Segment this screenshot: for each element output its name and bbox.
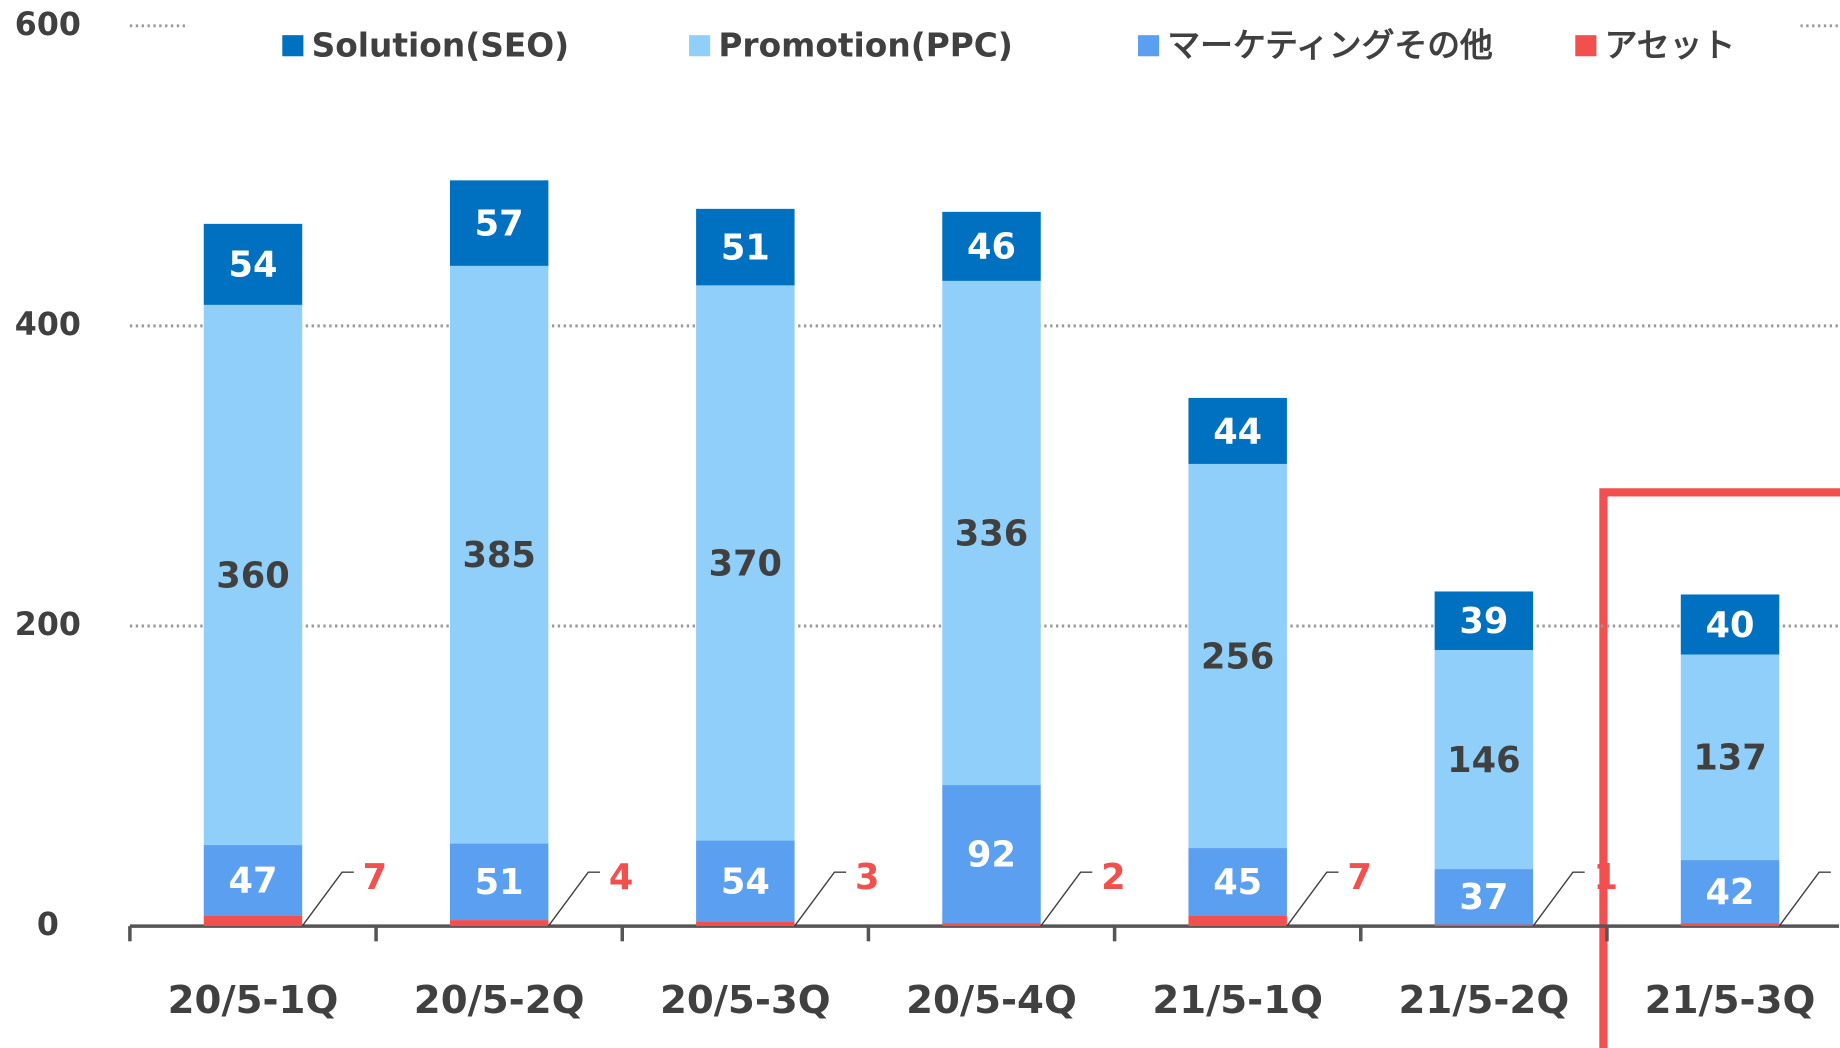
data-label: 3 [855,857,879,898]
bar-segment [449,180,549,266]
data-label: 40 [1706,605,1755,646]
bar-segment [1188,915,1287,927]
bar-segment [449,920,549,927]
legend-label: マーケティングその他 [1167,26,1493,64]
data-label: 7 [1347,857,1371,898]
x-tick-label: 20/5-2Q [414,978,585,1023]
data-label: 137 [1693,738,1766,779]
bar-segment [1434,591,1534,650]
x-tick-label: 20/5-3Q [660,978,831,1023]
bar-segment [1434,924,1534,927]
y-tick-label: 600 [15,7,81,43]
data-label: 385 [462,535,535,576]
leader-line [547,871,600,927]
legend-swatch [689,35,711,57]
bar-segment [942,785,1041,924]
bar-segment [1188,463,1287,849]
data-label: 46 [967,227,1016,268]
data-label: 256 [1201,636,1274,677]
bar-segment [942,211,1041,281]
bar-segment [1680,923,1780,927]
x-tick-label: 20/5-1Q [168,978,339,1023]
bar-segment [942,923,1041,927]
bar-segment [449,843,549,921]
data-label: 37 [1459,877,1508,918]
data-label: 1 [1594,857,1618,898]
data-label: 45 [1213,862,1262,903]
data-label: 92 [967,834,1016,875]
leader-line [1532,871,1585,927]
leader-line [1286,871,1339,927]
data-label: 54 [721,861,770,902]
legend-label: アセット [1605,26,1736,64]
data-label: 54 [229,245,278,286]
legend-swatch [282,35,304,57]
leader-line [1778,871,1831,927]
x-tick-label: 21/5-2Q [1399,978,1570,1023]
leader-line [794,871,847,927]
x-tick-label: 21/5-1Q [1152,978,1323,1023]
data-label: 7 [363,857,387,898]
data-label: 39 [1459,601,1508,642]
bar-segment [696,921,795,927]
data-label: 51 [721,227,770,268]
bar-segment [203,304,303,846]
data-label: 4 [609,857,633,898]
bar-segment [696,208,795,286]
bar-segment [1680,860,1780,924]
bar-segment [1188,848,1287,916]
legend-background [188,5,1801,88]
data-label: 44 [1213,411,1262,452]
legend-label: Solution(SEO) [312,26,570,64]
data-label: 2 [1101,857,1125,898]
data-label: 51 [475,862,524,903]
data-label: 146 [1447,740,1520,781]
data-label: 370 [709,543,782,584]
legend-swatch [1138,35,1160,57]
bar-segment [696,285,795,841]
bar-segment [1680,594,1780,655]
bar-segment [203,223,303,305]
highlight-box [1599,488,1840,1048]
data-label: 336 [955,513,1028,554]
legend-swatch [1575,35,1597,57]
data-label: 360 [216,555,289,596]
bar-segment [203,845,303,916]
y-tick-label: 400 [15,307,81,343]
bar-segment [1434,649,1534,870]
bar-segment [1434,869,1534,925]
y-tick-label: 0 [37,907,59,943]
data-label: 57 [475,203,524,244]
bar-segment [1680,654,1780,861]
bar-segment [203,915,303,927]
bar-segment [1188,397,1287,464]
bar-segment [696,840,795,922]
x-tick-label: 21/5-3Q [1645,978,1816,1023]
bar-segment [942,280,1041,786]
data-label: 47 [229,861,278,902]
leader-line [1040,871,1093,927]
bar-segment [449,265,549,844]
legend-label: Promotion(PPC) [718,26,1013,64]
leader-line [301,871,354,927]
y-tick-label: 200 [15,607,81,643]
data-label: 42 [1706,872,1755,913]
x-tick-label: 20/5-4Q [906,978,1077,1023]
